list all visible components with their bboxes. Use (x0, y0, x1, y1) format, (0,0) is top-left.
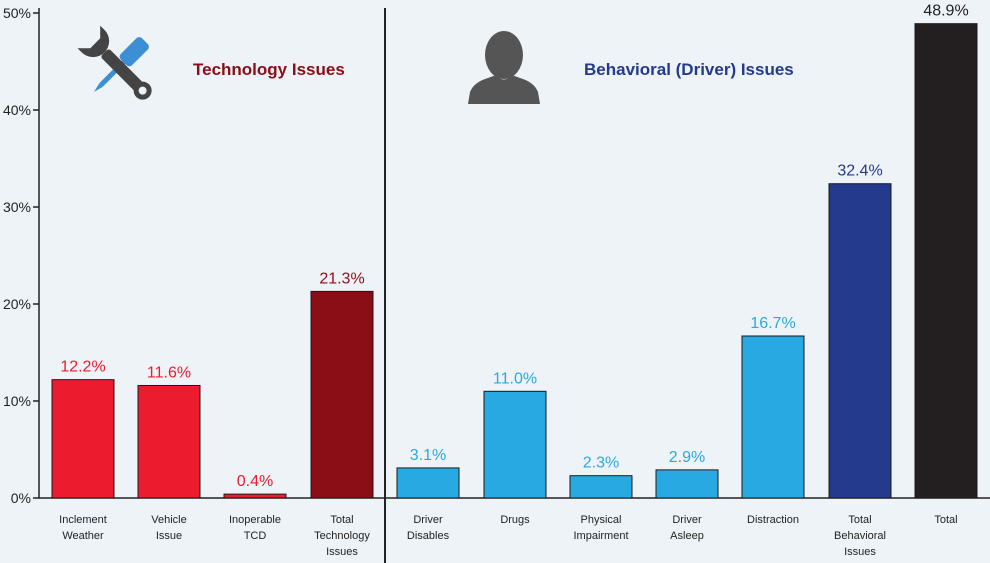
y-tick-label: 10% (3, 393, 31, 409)
bar (741, 335, 805, 499)
category-label: Driver Asleep (670, 514, 704, 542)
bar (655, 469, 719, 499)
category-label: Total Behavioral Issues (834, 514, 886, 558)
y-tick-label: 0% (11, 490, 31, 506)
value-label: 2.9% (669, 449, 705, 466)
category-labels: Inclement Weather Vehicle Issue Inoperable TC… (59, 514, 957, 558)
bar (914, 23, 978, 499)
bar (223, 493, 287, 499)
y-tick-label: 50% (3, 5, 31, 21)
y-tick-label: 40% (3, 102, 31, 118)
value-label: 21.3% (319, 270, 364, 287)
technology-issues-title: Technology Issues (193, 60, 345, 79)
category-label: Total (934, 514, 957, 526)
category-label: Drugs (500, 514, 530, 526)
value-label: 3.1% (410, 447, 446, 464)
bar (396, 467, 460, 499)
bar (137, 384, 201, 499)
value-label: 2.3% (583, 455, 619, 472)
category-label: Physical Impairment (573, 514, 628, 542)
category-label: Total Technology Issues (314, 514, 370, 558)
tools-icon (77, 25, 152, 100)
y-tick-label: 30% (3, 199, 31, 215)
value-label: 12.2% (60, 359, 105, 376)
value-label: 48.9% (923, 3, 968, 20)
value-label: 16.7% (750, 315, 795, 332)
bar (51, 379, 115, 499)
behavioral-issues-title: Behavioral (Driver) Issues (584, 60, 794, 79)
category-label: Inclement Weather (59, 514, 107, 542)
bars (51, 23, 978, 499)
category-label: Distraction (747, 514, 799, 526)
person-icon (468, 31, 540, 104)
bar (569, 475, 633, 499)
value-label: 0.4% (237, 473, 273, 490)
bar (483, 390, 547, 499)
y-tick-label: 20% (3, 296, 31, 312)
category-label: Vehicle Issue (151, 514, 186, 542)
value-label: 11.6% (147, 364, 191, 381)
category-label: Driver Disables (407, 514, 450, 542)
value-label: 32.4% (837, 163, 882, 180)
value-label: 11.0% (493, 370, 537, 387)
bar (828, 183, 892, 499)
category-label: Inoperable TCD (229, 514, 281, 542)
value-labels: 12.2% 11.6% 0.4% 21.3% 3.1% 11.0% 2.3% 2.9% 16.7… (60, 3, 968, 490)
bar (310, 290, 374, 499)
